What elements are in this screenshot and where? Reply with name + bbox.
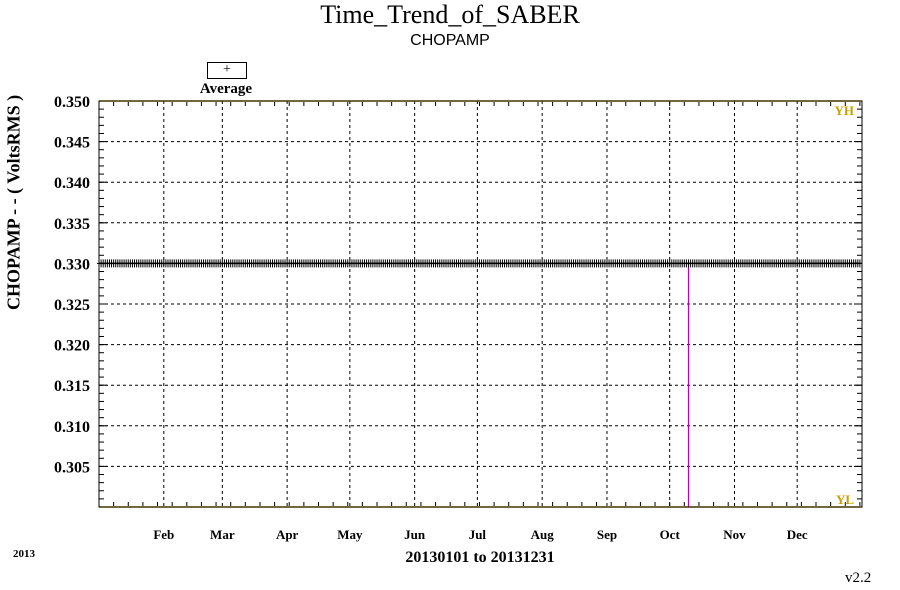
chart-title: Time_Trend_of_SABER (320, 0, 580, 29)
plot-frame (98, 100, 863, 508)
x-tick-label: May (337, 527, 363, 542)
legend-marker: + (207, 62, 247, 79)
version-label: v2.2 (845, 570, 872, 586)
y-tick-label: 0.325 (54, 297, 90, 314)
x-tick-label: Dec (787, 527, 808, 542)
minor-ticks (98, 100, 862, 508)
y-tick-label: 0.350 (54, 94, 90, 111)
y-tick-label: 0.305 (54, 459, 90, 476)
limit-label-yl: YL (836, 492, 854, 507)
y-tick-label: 0.340 (54, 175, 90, 192)
limit-label-yh: YH (835, 103, 855, 118)
x-tick-label: Feb (153, 527, 174, 542)
x-axis-label: 20130101 to 20131231 (405, 549, 555, 566)
grid-lines (99, 100, 862, 507)
chart-subtitle: CHOPAMP (410, 32, 490, 49)
data-points (97, 259, 862, 268)
y-tick-label: 0.320 (54, 338, 90, 355)
y-tick-labels: 0.350 0.345 0.340 0.335 0.330 0.325 0.320 0.315… (54, 94, 90, 476)
y-tick-label: 0.345 (54, 135, 90, 152)
y-tick-label: 0.330 (54, 256, 90, 273)
x-tick-label: Jul (469, 527, 487, 542)
y-tick-label: 0.310 (54, 419, 90, 436)
x-tick-label: Jun (404, 527, 426, 542)
x-tick-label: Nov (723, 527, 746, 542)
x-tick-label: Sep (597, 527, 617, 542)
year-label: 2013 (13, 548, 35, 560)
y-tick-label: 0.315 (54, 378, 90, 395)
x-tick-labels: Feb Mar Apr May Jun Jul Aug Sep Oct Nov Dec (153, 527, 808, 542)
x-tick-label: Apr (276, 527, 299, 542)
x-tick-label: Mar (210, 527, 235, 542)
y-tick-label: 0.335 (54, 216, 90, 233)
legend-label: Average (199, 81, 253, 97)
x-tick-label: Oct (660, 527, 681, 542)
x-tick-label: Aug (531, 527, 555, 542)
